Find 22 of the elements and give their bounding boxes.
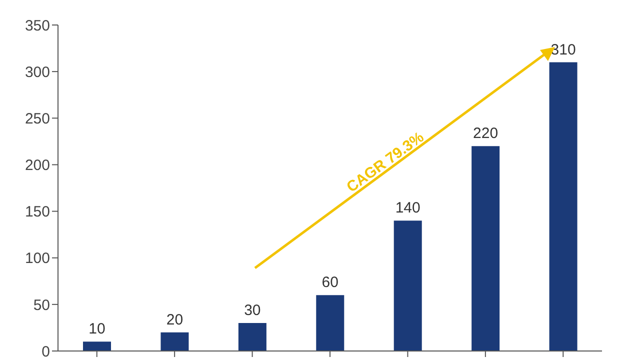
y-tick-label: 250	[24, 110, 50, 128]
bar	[83, 342, 111, 351]
y-tick-label: 350	[24, 17, 50, 34]
bar	[316, 295, 344, 351]
y-tick-label: 150	[24, 204, 50, 221]
y-tick-label: 0	[42, 343, 50, 360]
bar	[549, 62, 578, 351]
y-tick-label: 100	[24, 250, 50, 268]
y-tick-label: 50	[33, 296, 50, 314]
bar	[472, 146, 500, 351]
data-label: 220	[473, 125, 498, 142]
data-label: 140	[395, 200, 420, 217]
y-tick-label: 200	[24, 157, 50, 174]
data-label: 60	[322, 274, 338, 292]
data-label: 20	[166, 311, 184, 328]
bar	[160, 332, 189, 351]
bar	[394, 220, 422, 351]
y-tick-label: 300	[24, 64, 50, 81]
data-label: 10	[88, 320, 106, 338]
bar	[238, 323, 266, 351]
data-label: 310	[550, 41, 576, 58]
data-label: 30	[244, 302, 261, 320]
